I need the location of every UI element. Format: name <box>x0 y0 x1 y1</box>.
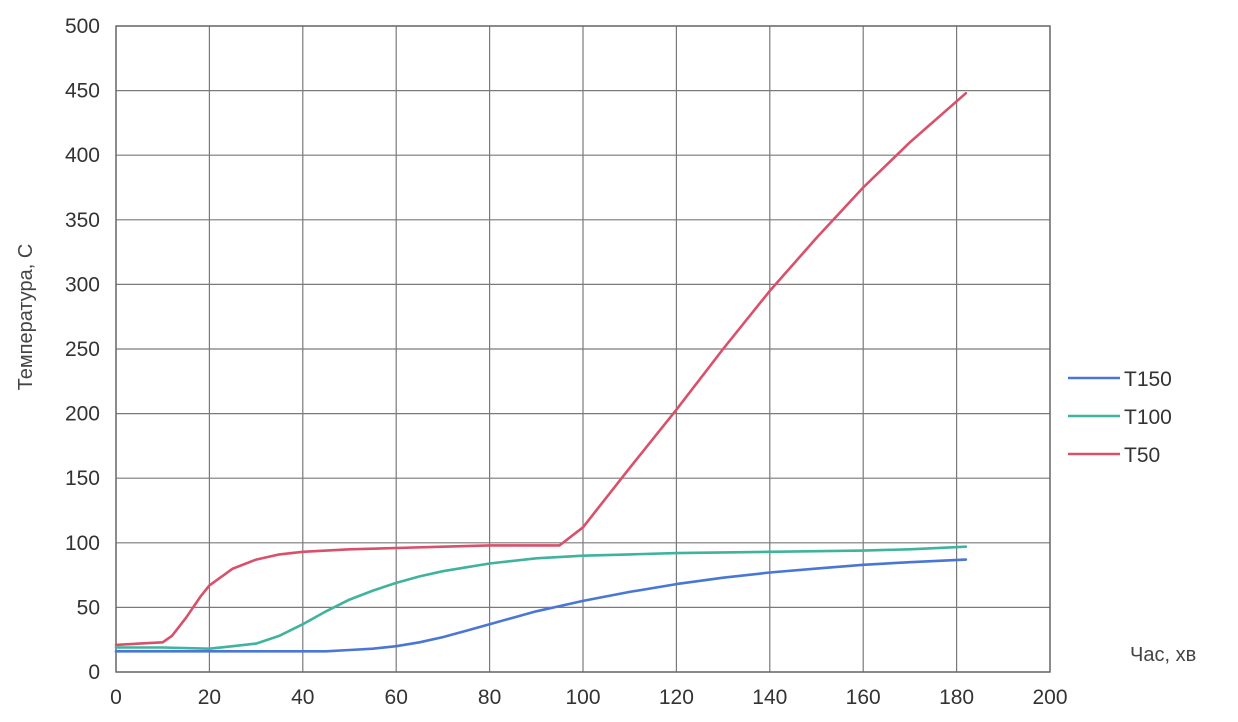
x-tick-label: 200 <box>1032 686 1067 709</box>
y-tick-label: 450 <box>65 80 100 103</box>
x-tick-label: 100 <box>565 686 600 709</box>
y-tick-label: 150 <box>65 467 100 490</box>
y-axis-label: Температура, С <box>15 244 37 391</box>
y-tick-label: 200 <box>65 403 100 426</box>
y-tick-label: 400 <box>65 144 100 167</box>
series-lines <box>114 91 968 653</box>
series-line-t150 <box>114 558 968 653</box>
y-tick-label: 500 <box>65 15 100 38</box>
x-tick-label: 160 <box>846 686 881 709</box>
tick-labels: 0 20 40 60 80 100 120 140 160 180 200 0 50 100 150 200 2… <box>65 15 1068 709</box>
x-tick-label: 80 <box>478 686 501 709</box>
x-tick-label: 60 <box>385 686 408 709</box>
series-line-t100 <box>114 545 968 651</box>
x-tick-label: 0 <box>110 686 122 709</box>
y-tick-label: 100 <box>65 532 100 555</box>
legend-entry-t150: T150 <box>1124 368 1172 391</box>
series-line-t50 <box>114 91 968 647</box>
x-tick-label: 20 <box>198 686 221 709</box>
y-tick-label: 0 <box>88 661 100 684</box>
legend: T150 T100 T50 <box>1068 368 1172 467</box>
x-tick-label: 120 <box>659 686 694 709</box>
x-tick-label: 40 <box>291 686 314 709</box>
plot-frame <box>115 25 1051 673</box>
legend-entry-t100: T100 <box>1124 406 1172 429</box>
legend-entry-t50: T50 <box>1124 444 1160 467</box>
y-tick-label: 250 <box>65 338 100 361</box>
x-tick-label: 180 <box>939 686 974 709</box>
y-tick-label: 300 <box>65 273 100 296</box>
x-axis-label: Час, хв <box>1130 644 1196 666</box>
x-tick-label: 140 <box>752 686 787 709</box>
y-tick-label: 50 <box>77 596 100 619</box>
y-tick-label: 350 <box>65 209 100 232</box>
